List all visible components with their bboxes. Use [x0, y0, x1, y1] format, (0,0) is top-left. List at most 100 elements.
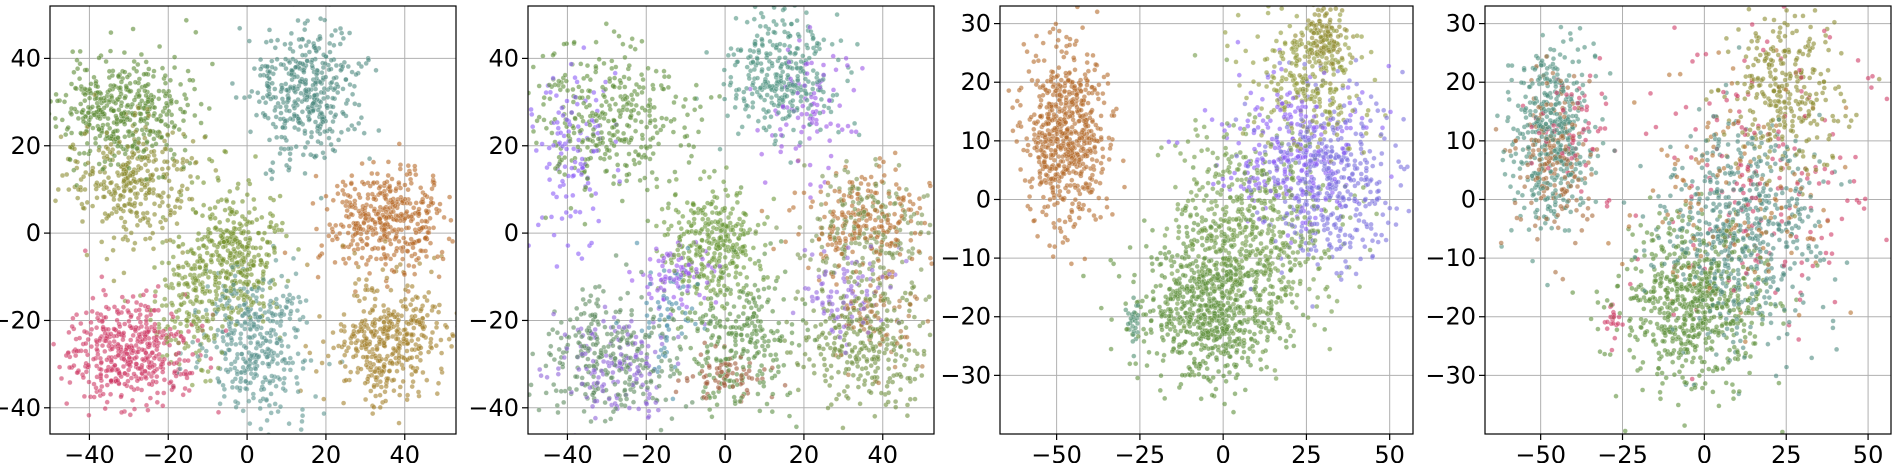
scatter-point	[159, 225, 166, 231]
scatter-point	[280, 124, 286, 131]
scatter-point	[746, 113, 752, 120]
scatter-point	[234, 185, 241, 191]
scatter-point	[79, 201, 85, 207]
scatter-point	[197, 281, 204, 288]
scatter-point	[228, 309, 234, 316]
scatter-point	[169, 112, 175, 118]
scatter-point	[855, 363, 861, 370]
scatter-point	[145, 81, 151, 88]
scatter-point	[247, 421, 253, 427]
scatter-point	[179, 183, 185, 189]
scatter-point	[556, 109, 562, 116]
scatter-point	[916, 196, 923, 202]
scatter-point	[142, 236, 149, 242]
scatter-point	[111, 278, 117, 284]
scatter-point	[383, 261, 389, 267]
scatter-point	[844, 384, 851, 390]
scatter-point	[759, 151, 765, 157]
scatter-point	[418, 225, 425, 231]
scatter-point	[740, 310, 746, 317]
scatter-point	[581, 45, 587, 51]
scatter-point	[152, 342, 158, 349]
scatter-point	[118, 409, 125, 416]
scatter-point	[128, 384, 134, 390]
scatter-point	[180, 335, 187, 342]
scatter-point	[100, 150, 106, 156]
scatter-point	[585, 356, 591, 362]
scatter-point	[427, 215, 433, 221]
scatter-point	[302, 128, 308, 134]
scatter-point	[141, 71, 147, 77]
scatter-point	[831, 340, 837, 346]
scatter-point	[277, 193, 283, 199]
scatter-point	[105, 115, 111, 122]
scatter-point	[118, 394, 124, 400]
scatter-point	[340, 187, 346, 194]
scatter-point	[88, 344, 95, 350]
scatter-point	[302, 96, 308, 103]
scatter-point	[405, 187, 411, 193]
scatter-point	[223, 270, 229, 276]
scatter-point	[747, 53, 754, 60]
scatter-point	[89, 203, 96, 209]
scatter-point	[71, 69, 77, 75]
scatter-point	[327, 222, 333, 228]
scatter-point	[394, 328, 400, 334]
scatter-point	[120, 363, 127, 370]
scatter-point	[728, 45, 734, 52]
scatter-point	[830, 53, 836, 59]
scatter-point	[412, 163, 418, 169]
scatter-point	[122, 381, 128, 387]
scatter-point	[918, 267, 924, 273]
scatter-point	[352, 250, 358, 256]
scatter-point	[187, 299, 194, 305]
scatter-point	[272, 249, 278, 256]
scatter-point	[702, 340, 708, 346]
scatter-point	[574, 305, 580, 312]
scatter-point	[829, 41, 835, 47]
scatter-point	[383, 255, 389, 261]
scatter-point	[593, 39, 599, 45]
scatter-point	[155, 307, 162, 313]
scatter-point	[423, 208, 429, 214]
scatter-point	[140, 210, 146, 217]
y-tick-label: −20	[0, 306, 41, 334]
scatter-point	[838, 38, 844, 44]
scatter-point	[102, 159, 108, 165]
scatter-point	[830, 92, 836, 99]
scatter-point	[404, 172, 410, 178]
scatter-point	[103, 215, 110, 222]
scatter-point	[715, 339, 721, 345]
scatter-point	[674, 355, 680, 361]
scatter-point	[369, 285, 375, 292]
scatter-point	[614, 151, 620, 158]
scatter-point	[313, 86, 319, 92]
scatter-point	[367, 360, 373, 366]
scatter-point	[428, 199, 434, 206]
scatter-point	[229, 80, 236, 87]
scatter-point	[693, 266, 699, 272]
scatter-point	[365, 376, 371, 382]
scatter-point	[434, 391, 440, 397]
scatter-point	[109, 367, 115, 373]
scatter-point	[229, 384, 236, 391]
scatter-point	[904, 297, 910, 303]
scatter-point	[326, 67, 332, 73]
scatter-point	[226, 331, 232, 338]
scatter-point	[283, 360, 289, 366]
scatter-point	[152, 104, 158, 111]
scatter-point	[272, 281, 278, 287]
scatter-point	[94, 346, 100, 352]
scatter-point	[804, 111, 810, 117]
scatter-point	[104, 357, 110, 363]
scatter-point	[612, 355, 618, 361]
scatter-point	[396, 141, 402, 147]
scatter-point	[872, 156, 879, 162]
scatter-point	[620, 41, 626, 47]
scatter-point	[259, 334, 265, 341]
scatter-point	[122, 219, 128, 225]
scatter-point	[187, 370, 193, 376]
scatter-point	[90, 356, 97, 362]
